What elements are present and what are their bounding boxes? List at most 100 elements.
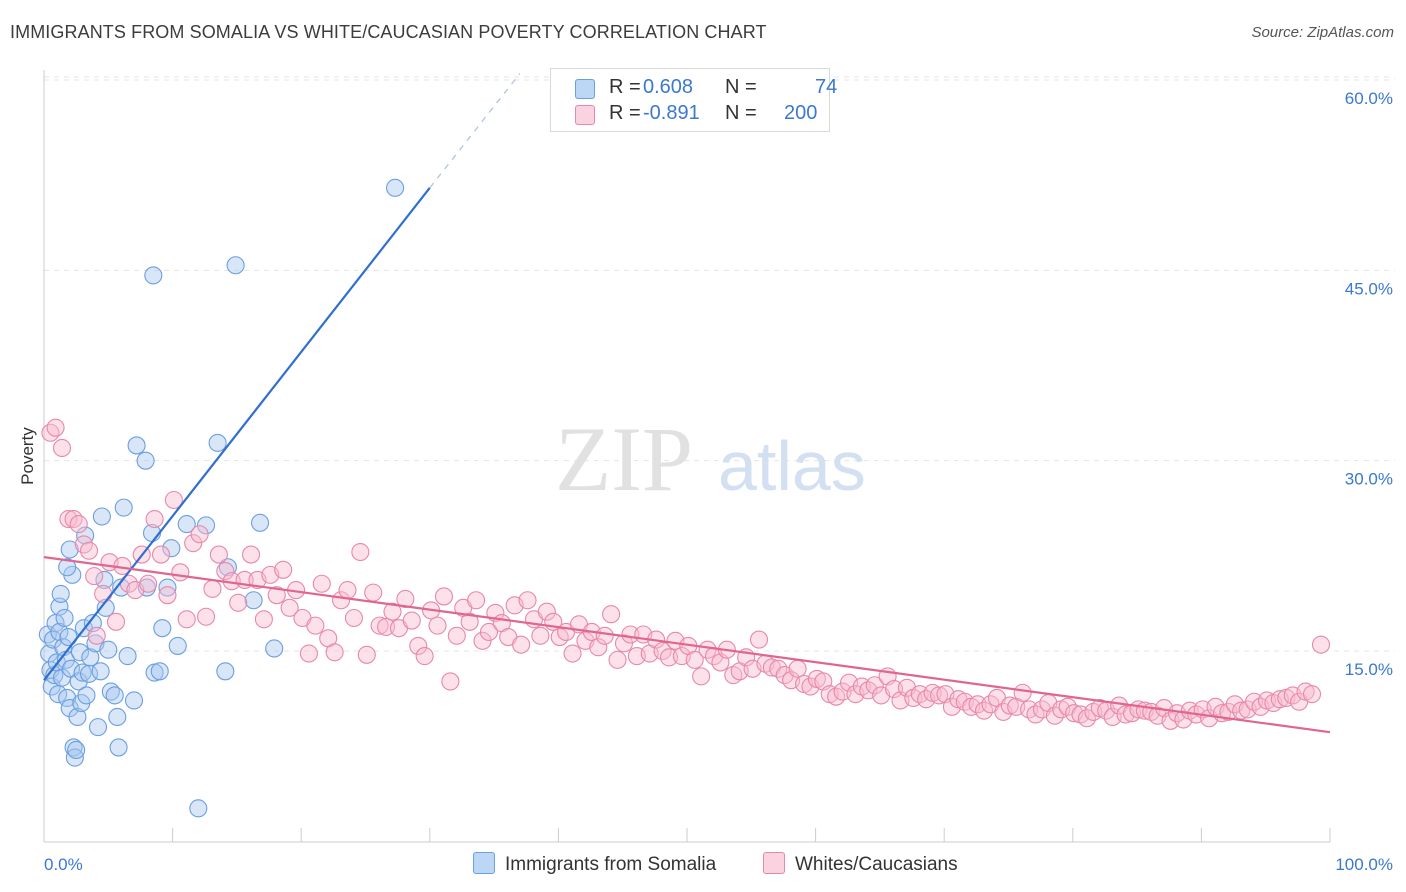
somalia-point (73, 663, 92, 682)
whites-point (589, 638, 608, 657)
somalia-point (386, 178, 405, 197)
series-legend-somalia: Immigrants from Somalia (473, 852, 716, 876)
whites-point (139, 574, 158, 593)
legend-r-value: 0.608 (643, 76, 694, 98)
whites-point (428, 616, 447, 635)
legend-n-label: N = (725, 76, 757, 98)
somalia-point (158, 578, 177, 597)
whites-point (377, 617, 396, 636)
somalia-point (88, 718, 108, 737)
legend-swatch-whites (575, 105, 595, 125)
whites-point (1013, 683, 1032, 702)
whites-point (190, 525, 209, 544)
whites-point (69, 515, 88, 534)
whites-point (930, 686, 949, 705)
whites-point (325, 643, 344, 662)
series-swatch-somalia (473, 852, 495, 874)
whites-point (85, 567, 104, 586)
somalia-point (150, 662, 169, 681)
somalia-point (168, 636, 187, 655)
somalia-point (92, 507, 111, 526)
somalia-point (81, 648, 100, 667)
somalia-point (118, 647, 137, 666)
whites-point (396, 589, 415, 609)
somalia-point (91, 662, 110, 681)
legend-r-label: R = (609, 76, 641, 98)
somalia-point (58, 558, 77, 577)
whites-point (52, 438, 72, 458)
source-credit: Source: ZipAtlas.com (1251, 24, 1394, 41)
whites-point (865, 676, 884, 695)
whites-point (621, 625, 640, 644)
whites-point (659, 648, 679, 667)
correlation-legend: R = 0.608 N = 74 R = -0.891 N = 200 (550, 68, 837, 132)
whites-point (447, 626, 466, 645)
somalia-point (244, 591, 263, 610)
whites-point (267, 586, 286, 605)
series-legend-whites: Whites/Caucasians (763, 852, 958, 876)
legend-swatch-somalia (575, 79, 595, 99)
whites-point (274, 560, 293, 579)
whites-point (229, 593, 248, 612)
whites-point (216, 562, 235, 581)
whites-point (41, 423, 60, 442)
trend-lines (43, 73, 1331, 734)
somalia-point (42, 677, 61, 696)
watermark-atlas: atlas (718, 427, 866, 505)
somalia-point (68, 707, 87, 727)
whites-point (46, 418, 65, 437)
trend-line-somalia (43, 187, 431, 681)
whites-point (788, 659, 807, 678)
whites-point (306, 616, 325, 635)
whites-point (441, 672, 460, 691)
legend-n-value: 200 (784, 102, 818, 124)
somalia-point (196, 516, 216, 535)
whites-point (94, 584, 113, 603)
whites-point (383, 602, 402, 621)
tick-labels: 15.0% 30.0% 45.0% 60.0% 0.0% 100.0% (44, 89, 1393, 874)
somalia-point (114, 498, 133, 517)
y-axis-label: Poverty (18, 427, 37, 485)
somalia-point (109, 738, 128, 757)
y-tick-label: 60.0% (1345, 89, 1393, 108)
legend-n-value: 74 (815, 76, 838, 98)
somalia-point (136, 451, 155, 470)
whites-point (434, 587, 453, 606)
chart-title: IMMIGRANTS FROM SOMALIA VS WHITE/CAUCASI… (10, 22, 767, 42)
somalia-point (216, 662, 235, 681)
whites-point (177, 610, 196, 629)
whites-point (299, 644, 318, 663)
whites-point (59, 509, 78, 529)
whites-point (884, 680, 904, 699)
somalia-point (127, 436, 146, 455)
somalia-point (60, 540, 79, 559)
whites-point (409, 636, 428, 655)
whites-point (357, 645, 376, 664)
somalia-point (124, 691, 144, 710)
whites-point (158, 586, 177, 605)
somalia-point (265, 639, 284, 658)
whites-point (106, 612, 126, 631)
whites-point (685, 650, 704, 669)
somalia-point (51, 584, 70, 603)
whites-point (1161, 711, 1180, 730)
trend-extension-somalia (429, 73, 521, 189)
whites-point (209, 545, 228, 564)
whites-point (338, 581, 357, 600)
watermark: ZIP atlas (555, 408, 866, 510)
whites-point (254, 610, 273, 629)
y-tick-label: 30.0% (1345, 470, 1393, 489)
whites-point (203, 579, 222, 598)
somalia-point (96, 598, 115, 617)
legend-r-value: -0.891 (643, 102, 700, 124)
somalia-point (65, 748, 84, 767)
series-somalia-points (38, 178, 405, 818)
whites-point (608, 650, 627, 669)
x-tick-label: 100.0% (1335, 855, 1393, 874)
whites-point (171, 563, 190, 582)
whites-point (1219, 702, 1238, 721)
somalia-point (50, 622, 69, 642)
whites-point (563, 644, 582, 663)
somalia-point (153, 619, 172, 638)
whites-point (402, 611, 421, 630)
